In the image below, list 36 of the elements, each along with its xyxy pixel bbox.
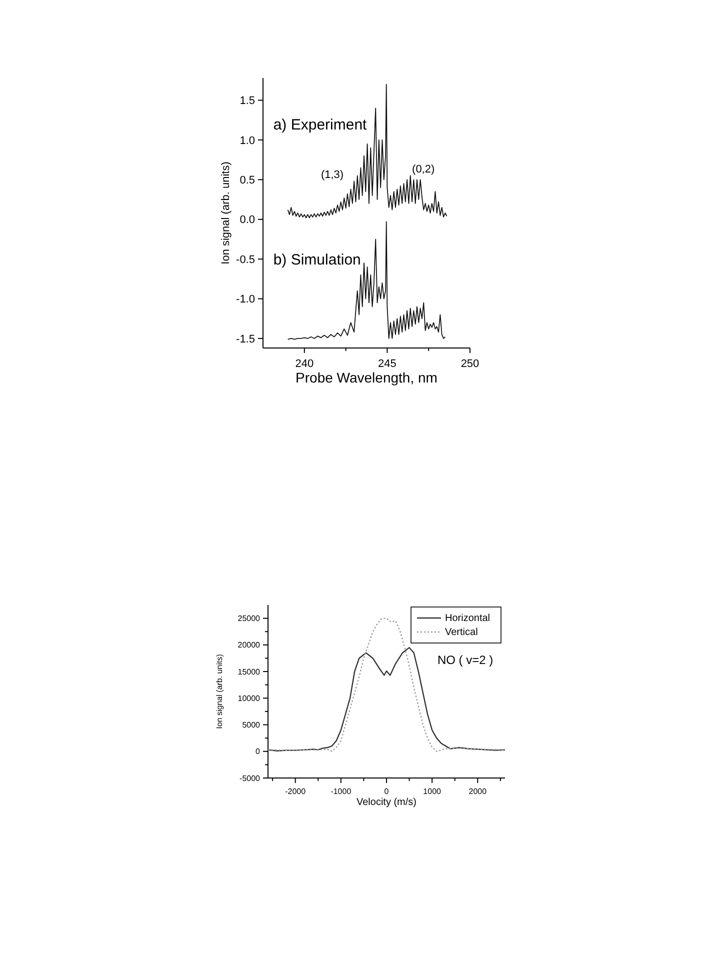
y-tick-label: 20000 bbox=[238, 640, 261, 650]
annotation: a) Experiment bbox=[273, 116, 368, 134]
x-tick-label: 0 bbox=[384, 787, 390, 796]
annotation: b) Simulation bbox=[273, 251, 361, 268]
y-tick-label: 1.0 bbox=[240, 134, 255, 147]
y-tick-label: 0 bbox=[256, 747, 261, 756]
y-tick-label: 15000 bbox=[238, 667, 261, 676]
x-axis-title: Velocity (m/s) bbox=[356, 796, 417, 808]
line-series bbox=[267, 646, 506, 752]
x-tick-label: 250 bbox=[460, 358, 480, 370]
y-axis-title: Ion signal (arb. units) bbox=[220, 162, 232, 264]
legend-label: Horizontal bbox=[445, 613, 490, 624]
x-tick-label: 2000 bbox=[468, 787, 488, 796]
line-series bbox=[287, 221, 446, 340]
y-tick-label: -0.5 bbox=[236, 254, 255, 266]
y-tick-label: 5000 bbox=[242, 720, 261, 730]
line-series bbox=[287, 84, 448, 218]
y-tick-label: 1.5 bbox=[240, 95, 255, 108]
y-tick-label: 0.5 bbox=[240, 174, 255, 186]
x-tick-label: 1000 bbox=[423, 787, 442, 796]
x-tick-label: -1000 bbox=[330, 787, 352, 796]
y-tick-label: 10000 bbox=[238, 694, 261, 703]
legend-label: Vertical bbox=[445, 627, 478, 638]
annotation: (0,2) bbox=[412, 164, 435, 176]
y-tick-label: 25000 bbox=[238, 614, 261, 624]
y-tick-label: -5000 bbox=[240, 774, 261, 783]
y-tick-label: 0.0 bbox=[240, 214, 255, 226]
annotation: (1,3) bbox=[320, 168, 344, 181]
y-tick-label: -1.0 bbox=[236, 294, 255, 306]
annotation: NO ( v=2 ) bbox=[437, 652, 494, 667]
x-tick-label: -2000 bbox=[285, 787, 306, 796]
y-axis-title: Ion signal (arb. units) bbox=[215, 654, 224, 729]
y-tick-label: -1.5 bbox=[236, 333, 255, 346]
x-tick-label: 240 bbox=[295, 358, 314, 370]
x-tick-label: 245 bbox=[378, 358, 396, 370]
x-axis-title: Probe Wavelength, nm bbox=[296, 370, 438, 386]
